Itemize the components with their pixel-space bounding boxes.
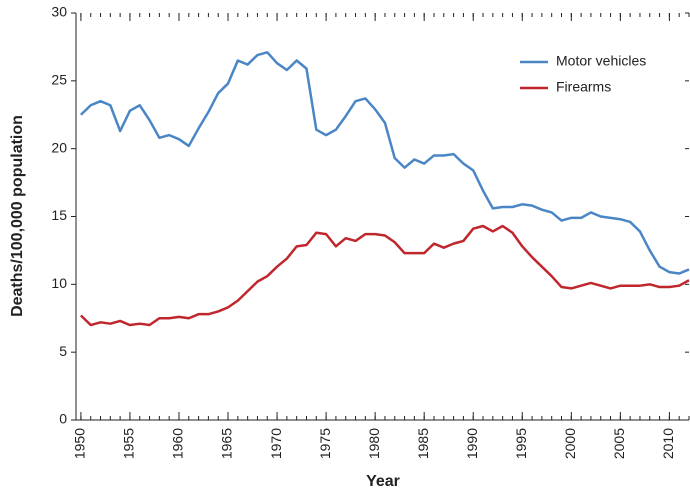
x-tick-label: 1970 (268, 428, 284, 459)
y-tick-label: 5 (59, 343, 67, 359)
x-tick-label: 1995 (513, 428, 529, 459)
x-tick-label: 1985 (415, 428, 431, 459)
y-tick-label: 15 (51, 207, 67, 223)
x-tick-label: 1955 (121, 428, 137, 459)
legend-label: Firearms (556, 79, 611, 95)
y-tick-label: 10 (51, 275, 67, 291)
x-tick-label: 1950 (72, 428, 88, 459)
line (80, 224, 690, 327)
y-tick-label: 0 (59, 411, 67, 427)
x-tick-label: 1990 (464, 428, 480, 459)
y-tick-label: 30 (51, 4, 67, 20)
x-tick-label: 1965 (219, 428, 235, 459)
x-tick-label: 2010 (660, 428, 676, 459)
y-axis-title: Deaths/100,000 population (9, 115, 26, 317)
line (80, 51, 690, 275)
y-tick-label: 25 (51, 72, 67, 88)
y-tick-label: 20 (51, 139, 67, 155)
legend-label: Motor vehicles (556, 53, 646, 69)
x-tick-label: 2000 (562, 428, 578, 459)
x-tick-label: 1975 (317, 428, 333, 459)
x-tick-label: 2005 (611, 428, 627, 459)
x-tick-label: 1980 (366, 428, 382, 459)
x-axis-title: Year (366, 473, 400, 490)
x-tick-label: 1960 (170, 428, 186, 459)
